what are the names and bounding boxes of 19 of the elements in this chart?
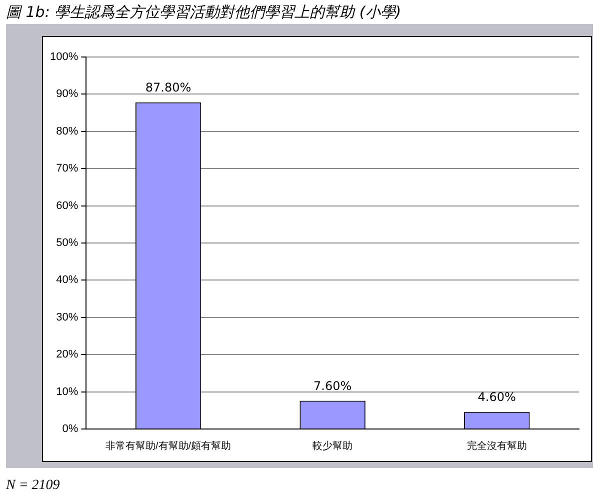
data-label: 7.60% [314,378,352,393]
y-tick-label: 0% [62,423,78,436]
y-tick-label: 30% [56,311,78,324]
y-tick-label: 70% [56,162,78,175]
y-tick-label: 60% [56,200,78,212]
x-tick-label: 較少幫助 [312,440,353,452]
y-tick-label: 90% [56,88,78,100]
y-tick-label: 50% [56,237,78,250]
text: N = 2109 [6,478,60,494]
x-tick-label: 完全沒有幫助 [466,440,527,452]
data-label: 4.60% [478,390,516,404]
y-tick-label: 100% [50,51,78,64]
x-tick-label: 非常有幫助/有幫助/頗有幫助 [105,440,232,452]
chart-title: 圖 1b: 學生認爲全方位學習活動對他們學習上的幫助 (小學) [6,3,402,22]
y-tick-label: 40% [56,274,78,286]
y-tick-label: 20% [56,348,78,361]
y-tick-label: 10% [56,386,78,398]
data-label: 87.80% [145,80,192,95]
y-tick-label: 80% [56,125,78,138]
